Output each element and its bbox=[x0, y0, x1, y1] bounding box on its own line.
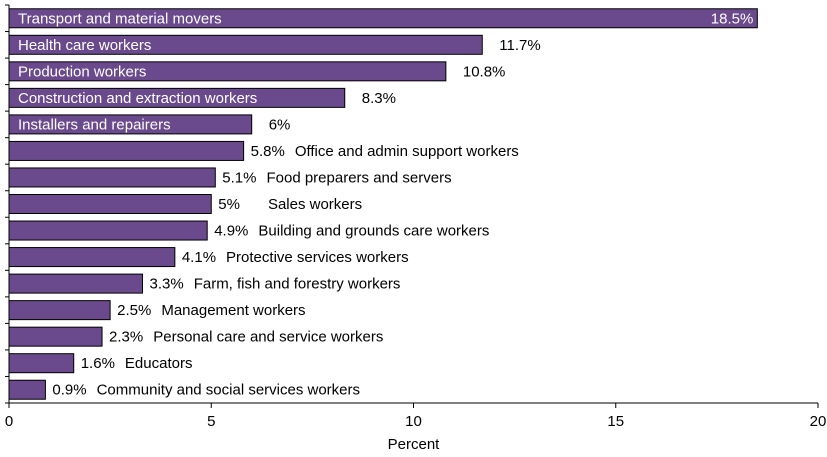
value-label: 8.3% bbox=[362, 90, 396, 107]
value-label: 1.6% bbox=[81, 355, 115, 372]
value-label: 0.9% bbox=[52, 382, 86, 399]
category-label: Construction and extraction workers bbox=[18, 90, 257, 107]
value-label: 5.1% bbox=[222, 169, 256, 186]
value-label: 4.9% bbox=[214, 223, 248, 240]
category-label: Management workers bbox=[161, 302, 305, 319]
value-label: 5.8% bbox=[251, 143, 285, 160]
category-label: Building and grounds care workers bbox=[258, 223, 489, 240]
category-label: Transport and material movers bbox=[18, 10, 222, 27]
bar-7 bbox=[8, 167, 216, 188]
value-label: 4.1% bbox=[182, 249, 216, 266]
x-tick-label: 20 bbox=[810, 413, 827, 430]
category-label: Health care workers bbox=[18, 37, 151, 54]
x-tick-label: 10 bbox=[405, 413, 422, 430]
x-tick-label: 5 bbox=[207, 413, 215, 430]
category-label: Food preparers and servers bbox=[266, 169, 451, 186]
value-label: 10.8% bbox=[463, 63, 506, 80]
category-label: Personal care and service workers bbox=[153, 329, 383, 346]
bar-8 bbox=[8, 194, 212, 214]
category-label: Community and social services workers bbox=[97, 382, 360, 399]
bars-group: Transport and material movers 18.5% Health… bbox=[8, 8, 758, 400]
bar-6 bbox=[8, 140, 245, 161]
value-label: 3.3% bbox=[149, 276, 183, 293]
bar-14 bbox=[8, 353, 75, 374]
x-tick-label: 0 bbox=[5, 413, 13, 430]
value-label: 2.5% bbox=[117, 302, 151, 319]
value-label: 11.7% bbox=[499, 37, 540, 54]
bar-13 bbox=[8, 326, 103, 347]
x-tick-label: 15 bbox=[607, 413, 624, 430]
value-label: 18.5% bbox=[711, 10, 754, 27]
category-label: Office and admin support workers bbox=[295, 143, 519, 160]
category-label: Farm, fish and forestry workers bbox=[194, 276, 401, 293]
bar-9 bbox=[8, 220, 208, 241]
bar-12 bbox=[8, 300, 111, 321]
category-label: Educators bbox=[125, 355, 193, 372]
category-label: Installers and repairers bbox=[18, 116, 171, 133]
value-label: 6% bbox=[269, 116, 291, 133]
x-axis-label: Percent bbox=[388, 436, 441, 453]
y-ticks-group bbox=[5, 4, 9, 404]
category-label: Sales workers bbox=[268, 196, 362, 213]
bar-11 bbox=[8, 273, 143, 294]
value-label: 5% bbox=[218, 196, 240, 213]
category-label: Protective services workers bbox=[226, 249, 409, 266]
category-label: Production workers bbox=[18, 63, 146, 80]
bar-10 bbox=[8, 247, 176, 268]
x-ticks-group: 0 5 10 15 20 bbox=[5, 403, 827, 430]
value-label: 2.3% bbox=[109, 329, 143, 346]
bar-15 bbox=[8, 379, 46, 400]
